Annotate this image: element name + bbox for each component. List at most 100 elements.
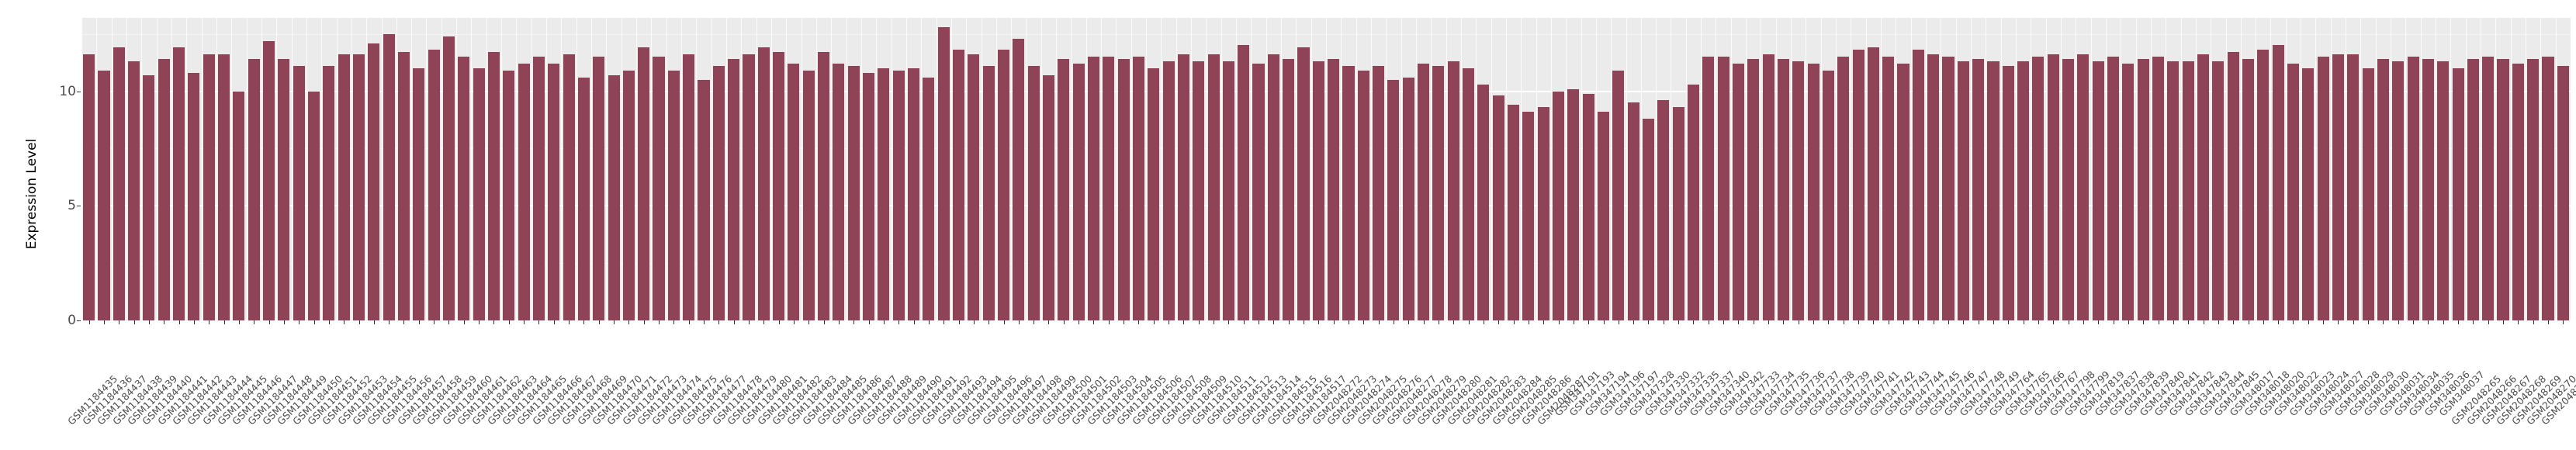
bar bbox=[338, 54, 350, 320]
gridline-minor-x bbox=[621, 18, 622, 320]
gridline-minor-x bbox=[1491, 18, 1492, 320]
y-axis-tick-labels: 0 5 10 bbox=[40, 0, 76, 450]
bar bbox=[982, 66, 995, 320]
gridline-minor-x bbox=[2150, 18, 2152, 320]
gridline-minor-x bbox=[441, 18, 442, 320]
x-axis-tick-mark bbox=[778, 320, 780, 324]
bar bbox=[113, 47, 125, 320]
gridline-minor-x bbox=[366, 18, 368, 320]
bar bbox=[1328, 59, 1340, 320]
x-axis-tick-mark bbox=[1648, 320, 1650, 324]
x-axis-tick-mark bbox=[1723, 320, 1725, 324]
x-axis-tick-mark bbox=[2008, 320, 2010, 324]
bar bbox=[757, 47, 770, 320]
x-axis-tick-mark bbox=[659, 320, 660, 324]
bar bbox=[383, 33, 395, 320]
x-axis-tick-mark bbox=[958, 320, 960, 324]
x-axis-tick-mark bbox=[553, 320, 555, 324]
gridline-minor-x bbox=[1460, 18, 1462, 320]
bar bbox=[698, 79, 710, 320]
x-axis-tick-mark bbox=[1858, 320, 1860, 324]
y-axis-tick-mark bbox=[77, 320, 81, 321]
x-axis-tick-mark bbox=[133, 320, 135, 324]
x-axis-tick-mark bbox=[2053, 320, 2055, 324]
bar bbox=[1072, 64, 1085, 320]
gridline-minor-x bbox=[2105, 18, 2107, 320]
gridline-minor-x bbox=[336, 18, 338, 320]
gridline-minor-x bbox=[171, 18, 172, 320]
bar bbox=[1297, 47, 1310, 320]
bar bbox=[1537, 107, 1549, 320]
bar bbox=[532, 57, 545, 320]
gridline-minor-x bbox=[815, 18, 817, 320]
bar bbox=[2482, 57, 2495, 320]
bar bbox=[2017, 61, 2030, 320]
bar bbox=[1148, 68, 1160, 320]
x-axis-tick-mark bbox=[748, 320, 750, 324]
bar bbox=[968, 54, 980, 320]
gridline-minor-x bbox=[2180, 18, 2182, 320]
x-axis-tick-mark bbox=[2323, 320, 2325, 324]
bar bbox=[1238, 45, 1250, 320]
gridline-minor-x bbox=[2315, 18, 2317, 320]
x-axis-tick-mark bbox=[673, 320, 675, 324]
x-axis-tick-mark bbox=[2458, 320, 2460, 324]
x-axis-tick-mark bbox=[583, 320, 585, 324]
x-axis-tick-mark bbox=[479, 320, 480, 324]
gridline-minor-x bbox=[1130, 18, 1132, 320]
bar bbox=[1402, 77, 1414, 320]
gridline-minor-x bbox=[1296, 18, 1297, 320]
gridline-minor-x bbox=[261, 18, 262, 320]
gridline-minor-x bbox=[1220, 18, 1222, 320]
x-axis-tick-mark bbox=[943, 320, 945, 324]
gridline-minor-x bbox=[696, 18, 698, 320]
x-axis-tick-mark bbox=[2233, 320, 2235, 324]
bar bbox=[2527, 59, 2540, 320]
bar bbox=[428, 50, 440, 320]
x-axis-tick-mark bbox=[328, 320, 330, 324]
bar bbox=[128, 61, 140, 320]
bar bbox=[683, 54, 695, 320]
gridline-minor-x bbox=[1161, 18, 1162, 320]
gridline-minor-x bbox=[1581, 18, 1582, 320]
bar bbox=[1882, 57, 1895, 320]
x-axis-tick-mark bbox=[1273, 320, 1275, 324]
bar bbox=[1762, 54, 1774, 320]
x-axis-tick-mark bbox=[403, 320, 405, 324]
x-axis-tick-mark bbox=[524, 320, 525, 324]
bar bbox=[908, 68, 920, 320]
bar bbox=[1987, 61, 2000, 320]
x-axis-tick-mark bbox=[193, 320, 195, 324]
gridline-minor-x bbox=[1955, 18, 1957, 320]
gridline-minor-x bbox=[1431, 18, 1432, 320]
x-axis-tick-mark bbox=[448, 320, 450, 324]
x-axis-tick-mark bbox=[718, 320, 720, 324]
x-axis-tick-mark bbox=[628, 320, 630, 324]
x-axis-tick-mark bbox=[1828, 320, 1830, 324]
x-axis-tick-mark bbox=[1063, 320, 1065, 324]
bar bbox=[2317, 57, 2329, 320]
x-axis-tick-mark bbox=[1228, 320, 1230, 324]
gridline-minor-x bbox=[1685, 18, 1687, 320]
bar bbox=[1312, 61, 1324, 320]
bar bbox=[593, 57, 605, 320]
gridline-minor-x bbox=[2330, 18, 2332, 320]
x-axis-tick-mark bbox=[1183, 320, 1185, 324]
bar bbox=[2077, 54, 2090, 320]
x-axis-tick-mark bbox=[2563, 320, 2564, 324]
bar-series bbox=[81, 18, 2571, 320]
gridline-minor-x bbox=[396, 18, 397, 320]
bar bbox=[503, 70, 515, 320]
gridline-minor-x bbox=[2465, 18, 2467, 320]
bar bbox=[1837, 57, 1850, 320]
bar bbox=[1912, 50, 1924, 320]
gridline-minor-x bbox=[426, 18, 428, 320]
bar bbox=[2422, 59, 2434, 320]
x-axis-tick-mark bbox=[1198, 320, 1200, 324]
gridline-minor-x bbox=[1626, 18, 1627, 320]
bar bbox=[83, 54, 95, 320]
gridline-minor-x bbox=[1311, 18, 1312, 320]
bar bbox=[352, 54, 365, 320]
gridline-minor-x bbox=[141, 18, 143, 320]
x-axis-tick-mark bbox=[793, 320, 795, 324]
